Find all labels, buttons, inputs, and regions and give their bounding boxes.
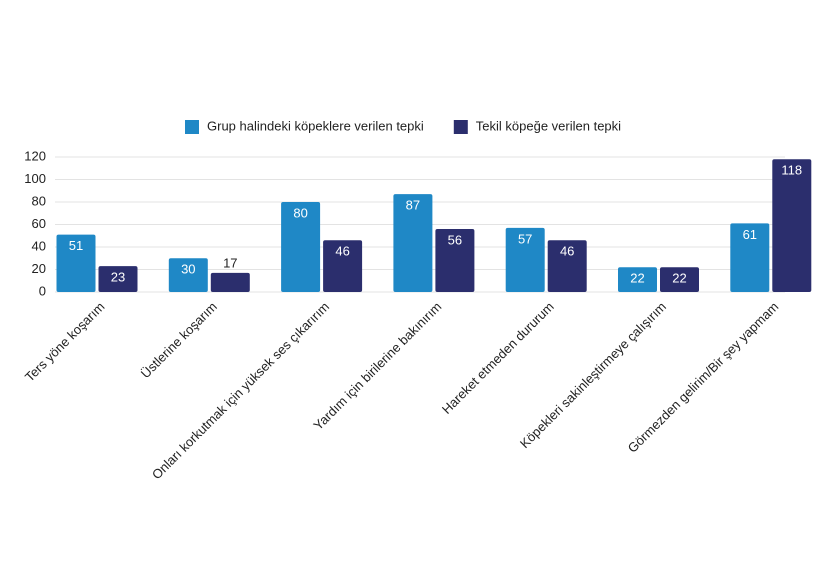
x-tick-label: Yardım için birilerine bakınırım	[310, 299, 444, 433]
bar	[98, 266, 138, 292]
bar	[323, 240, 363, 292]
value-label: 118	[781, 163, 802, 178]
y-tick-label: 40	[32, 238, 46, 253]
value-label: 17	[223, 255, 237, 270]
bar	[618, 267, 657, 292]
legend-swatch	[185, 120, 199, 134]
bar	[281, 202, 321, 292]
bar	[547, 240, 587, 292]
bar	[393, 194, 433, 292]
bar	[505, 227, 545, 292]
bar	[772, 159, 812, 292]
legend-label: Tekil köpeğe verilen tepki	[476, 118, 621, 133]
value-label: 57	[518, 231, 532, 246]
value-label: 80	[293, 205, 307, 220]
bar	[435, 229, 475, 292]
value-label: 46	[335, 244, 349, 259]
bar	[730, 223, 770, 292]
y-tick-label: 100	[24, 171, 46, 186]
value-label: 22	[630, 271, 644, 286]
x-tick-label: Onları korkutmak için yüksek ses çıkarır…	[149, 299, 332, 482]
bar	[56, 234, 96, 292]
value-label: 56	[448, 232, 462, 247]
y-tick-label: 0	[39, 283, 46, 298]
legend-label: Grup halindeki köpeklere verilen tepki	[207, 118, 424, 133]
value-label: 46	[560, 244, 574, 259]
bar	[210, 272, 250, 292]
value-label: 22	[672, 271, 686, 286]
legend-swatch	[453, 120, 468, 134]
x-tick-label: Ters yöne koşarım	[22, 299, 108, 385]
value-label: 61	[743, 227, 757, 242]
value-label: 30	[181, 262, 195, 277]
y-tick-label: 60	[32, 216, 46, 231]
value-label: 87	[406, 198, 420, 213]
y-tick-label: 120	[24, 148, 46, 163]
y-tick-label: 80	[32, 193, 46, 208]
bar	[660, 267, 699, 292]
y-tick-label: 20	[32, 261, 46, 276]
value-label: 23	[111, 270, 125, 285]
x-tick-label: Üstlerine koşarım	[138, 299, 220, 381]
x-tick-label: Hareket etmeden dururum	[439, 299, 557, 417]
bar	[168, 258, 208, 292]
value-label: 51	[69, 238, 83, 253]
